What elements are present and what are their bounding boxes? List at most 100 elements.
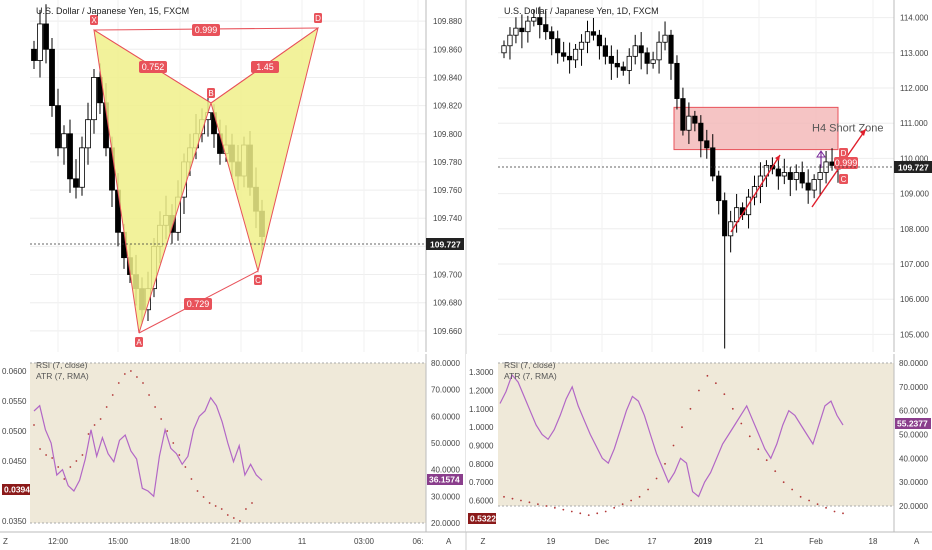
left-candle-up [61, 133, 67, 149]
left-atr-tick: 0.0350 [2, 517, 27, 526]
left-atr-dot [166, 430, 169, 432]
right-candle-up [513, 27, 519, 36]
pattern-point-label: X [91, 16, 97, 25]
right-atr-dot [570, 510, 573, 513]
right-rsi-label: RSI (7, close) [504, 360, 556, 370]
right-atr-tick: 1.1000 [469, 405, 494, 414]
left-atr-dot [148, 394, 150, 396]
left-atr-dot [129, 370, 132, 372]
left-x-tick: 03:00 [354, 537, 375, 546]
right-candle-down [680, 98, 686, 131]
left-rsi-tick: 70.0000 [431, 386, 460, 395]
right-rsi-tick: 70.0000 [899, 383, 928, 392]
left-chart-title: U.S. Dollar / Japanese Yen, 15, FXCM [36, 6, 189, 16]
left-atr-dot [33, 424, 35, 426]
left-atr-dot [123, 373, 126, 375]
right-y-tick: 109.000 [900, 190, 929, 199]
left-candle-up [79, 147, 85, 188]
right-candle-down [638, 45, 644, 54]
right-x-tick: Z [481, 537, 486, 546]
right-candle-up [578, 41, 585, 50]
right-atr-tick: 1.2000 [469, 387, 494, 396]
right-last-price-text: 109.727 [898, 163, 929, 173]
left-rsi-tick: 20.0000 [431, 519, 460, 528]
left-atr-dot [232, 517, 235, 519]
right-atr-dot [613, 506, 616, 509]
left-rsi-tick: 50.0000 [431, 439, 460, 448]
pattern-point-d [314, 13, 322, 23]
left-atr-dot [220, 508, 223, 510]
right-atr-dot [655, 477, 658, 480]
right-y-tick: 113.000 [900, 49, 929, 58]
right-atr-dot [723, 393, 726, 396]
right-atr-dot [681, 426, 683, 429]
right-atr-dot [528, 501, 531, 504]
left-atr-dot [136, 376, 138, 378]
right-atr-dot [808, 499, 810, 502]
right-atr-dot [520, 499, 522, 502]
right-candle-down [698, 122, 704, 142]
right-rsi-tick: 20.0000 [899, 502, 928, 511]
left-indicator-panel: RSI (7, close) ATR (7, RMA) 0.0600 0.0550… [0, 354, 466, 532]
left-atr-dot [93, 424, 96, 426]
right-point-label: C [841, 175, 847, 184]
left-atr-dot [245, 508, 247, 510]
left-atr-badge [2, 484, 30, 495]
right-atr-dot [706, 374, 709, 377]
right-rsi-line [499, 373, 844, 498]
right-candle-up [686, 115, 692, 131]
right-candle-up [656, 41, 662, 61]
left-atr-dot [160, 418, 163, 420]
left-rsi-badge [427, 474, 463, 485]
left-y-tick: 109.660 [433, 327, 462, 336]
right-atr-tick: 0.6000 [469, 497, 494, 506]
right-atr-dot [714, 382, 717, 385]
right-x-tick: 21 [755, 537, 764, 546]
pattern-point-label: D [315, 14, 321, 23]
right-candle-down [543, 24, 549, 33]
right-candle-up [793, 172, 799, 180]
pattern-ratio-badge [184, 298, 212, 310]
last-price-badge [426, 238, 464, 250]
right-y-tick: 111.000 [900, 119, 928, 128]
left-rsi-badge-text: 36.1574 [429, 475, 460, 485]
right-atr-dot [689, 407, 692, 410]
pattern-point-x [90, 15, 98, 25]
left-y-tick: 109.700 [433, 271, 462, 280]
right-y-tick: 112.000 [900, 84, 929, 93]
left-rsi-tick: 80.0000 [431, 359, 460, 368]
left-atr-dot [184, 466, 187, 468]
last-price-text: 109.727 [430, 240, 461, 250]
left-x-tick: 15:00 [108, 537, 129, 546]
left-atr-dot [87, 433, 90, 435]
right-indicator-panel: RSI (7, close) ATR (7, RMA) 1.3000 1.2000… [466, 354, 932, 532]
right-x-tick: 18 [869, 537, 878, 546]
arrow-head [775, 155, 780, 161]
right-atr-dot [511, 497, 514, 500]
right-ratio-badge [834, 157, 858, 169]
right-atr-dot [630, 499, 633, 502]
right-candle-down [692, 115, 698, 124]
right-atr-dot [553, 506, 556, 509]
pattern-ratio: 0.729 [187, 299, 210, 309]
left-candle-up [85, 119, 91, 149]
right-candle-up [650, 59, 656, 64]
right-atr-dot [596, 512, 599, 515]
left-atr-dot [202, 496, 205, 498]
left-atr-dot [190, 478, 193, 480]
right-candle-down [596, 34, 603, 47]
left-x-tick: 12:00 [48, 537, 69, 546]
right-atr-dot [791, 488, 794, 491]
left-atr-dot [178, 454, 181, 456]
right-candle-down [602, 45, 608, 57]
right-candle-up [501, 45, 507, 54]
right-candle-down [537, 17, 543, 26]
right-candle-up [507, 34, 513, 47]
left-rsi-label: RSI (7, close) [36, 360, 88, 370]
right-candle-up [745, 196, 752, 216]
right-candle-down [567, 55, 573, 61]
right-candle-down [608, 55, 614, 64]
left-atr-dot [51, 457, 54, 459]
left-atr-dot [154, 406, 157, 408]
left-atr-dot [63, 478, 66, 480]
